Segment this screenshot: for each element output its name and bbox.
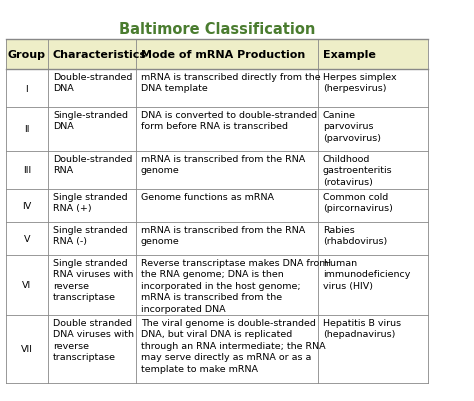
Text: Double stranded
DNA viruses with
reverse
transcriptase: Double stranded DNA viruses with reverse… bbox=[53, 318, 134, 361]
Text: Herpes simplex
(herpesvirus): Herpes simplex (herpesvirus) bbox=[323, 73, 397, 93]
Bar bbox=[6, 108, 428, 152]
Text: Baltimore Classification: Baltimore Classification bbox=[119, 22, 315, 37]
Text: Mode of mRNA Production: Mode of mRNA Production bbox=[141, 50, 305, 60]
Text: Example: Example bbox=[323, 50, 376, 60]
Bar bbox=[6, 40, 428, 70]
Text: Single stranded
RNA viruses with
reverse
transcriptase: Single stranded RNA viruses with reverse… bbox=[53, 258, 133, 302]
Text: Common cold
(pircornavirus): Common cold (pircornavirus) bbox=[323, 192, 393, 213]
Text: III: III bbox=[23, 166, 31, 175]
Text: VI: VI bbox=[22, 281, 32, 290]
Text: Single stranded
RNA (+): Single stranded RNA (+) bbox=[53, 192, 128, 213]
Text: Characteristics: Characteristics bbox=[53, 50, 147, 60]
Text: Group: Group bbox=[8, 50, 46, 60]
Text: Double-stranded
DNA: Double-stranded DNA bbox=[53, 73, 132, 93]
Bar bbox=[6, 190, 428, 223]
Text: Single-stranded
DNA: Single-stranded DNA bbox=[53, 111, 128, 131]
Text: DNA is converted to double-stranded
form before RNA is transcribed: DNA is converted to double-stranded form… bbox=[141, 111, 317, 131]
Text: Hepatitis B virus
(hepadnavirus): Hepatitis B virus (hepadnavirus) bbox=[323, 318, 401, 338]
Bar bbox=[6, 152, 428, 190]
Text: II: II bbox=[24, 125, 30, 134]
Bar bbox=[6, 70, 428, 108]
Text: mRNA is transcribed directly from the
DNA template: mRNA is transcribed directly from the DN… bbox=[141, 73, 320, 93]
Text: Single stranded
RNA (-): Single stranded RNA (-) bbox=[53, 225, 128, 246]
Text: mRNA is transcribed from the RNA
genome: mRNA is transcribed from the RNA genome bbox=[141, 155, 305, 175]
Text: Childhood
gastroenteritis
(rotavirus): Childhood gastroenteritis (rotavirus) bbox=[323, 155, 392, 186]
Text: V: V bbox=[24, 235, 30, 243]
Text: mRNA is transcribed from the RNA
genome: mRNA is transcribed from the RNA genome bbox=[141, 225, 305, 246]
Text: Human
immunodeficiency
virus (HIV): Human immunodeficiency virus (HIV) bbox=[323, 258, 410, 290]
Text: Double-stranded
RNA: Double-stranded RNA bbox=[53, 155, 132, 175]
Text: Rabies
(rhabdovirus): Rabies (rhabdovirus) bbox=[323, 225, 387, 246]
Bar bbox=[6, 255, 428, 315]
Bar bbox=[6, 315, 428, 383]
Text: Genome functions as mRNA: Genome functions as mRNA bbox=[141, 192, 274, 201]
Text: The viral genome is double-stranded
DNA, but viral DNA is replicated
through an : The viral genome is double-stranded DNA,… bbox=[141, 318, 326, 373]
Text: Canine
parvovirus
(parvovirus): Canine parvovirus (parvovirus) bbox=[323, 111, 381, 142]
Bar bbox=[6, 223, 428, 255]
Text: Reverse transcriptase makes DNA from
the RNA genome; DNA is then
incorporated in: Reverse transcriptase makes DNA from the… bbox=[141, 258, 328, 313]
Text: IV: IV bbox=[22, 201, 32, 211]
Text: VII: VII bbox=[21, 344, 33, 354]
Text: I: I bbox=[26, 84, 28, 93]
